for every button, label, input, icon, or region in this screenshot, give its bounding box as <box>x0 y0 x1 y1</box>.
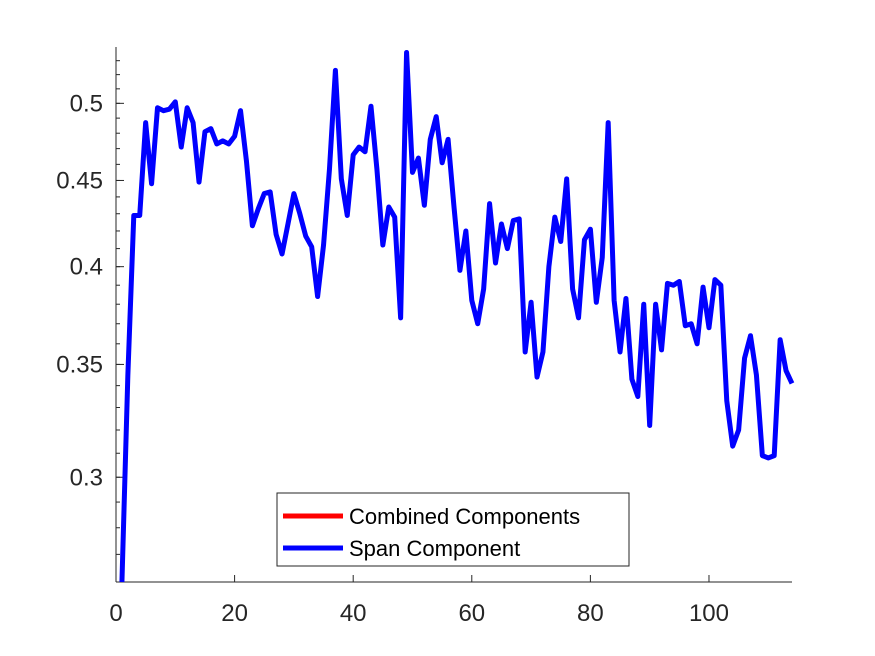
x-tick-label: 0 <box>109 600 122 627</box>
y-axis: 0.3 0.35 0.4 0.45 0.5 <box>56 47 124 582</box>
y-tick-label: 0.4 <box>70 254 103 281</box>
series-layer <box>119 49 795 583</box>
legend: Combined Components Span Component <box>276 492 630 567</box>
series-line-span-component <box>119 49 795 583</box>
x-tick-label: 60 <box>458 600 485 627</box>
legend-label: Span Component <box>349 536 520 561</box>
x-tick-label: 20 <box>221 600 248 627</box>
y-tick-label: 0.35 <box>56 351 103 378</box>
x-tick-label: 40 <box>340 600 367 627</box>
y-tick-label: 0.5 <box>70 90 103 117</box>
x-axis: 0 20 40 60 80 100 <box>109 575 792 627</box>
legend-box <box>276 492 630 567</box>
x-tick-label: 80 <box>577 600 604 627</box>
y-tick-label: 0.3 <box>70 464 103 491</box>
y-tick-label: 0.45 <box>56 167 103 194</box>
legend-label: Combined Components <box>349 504 580 529</box>
x-tick-label: 100 <box>689 600 729 627</box>
